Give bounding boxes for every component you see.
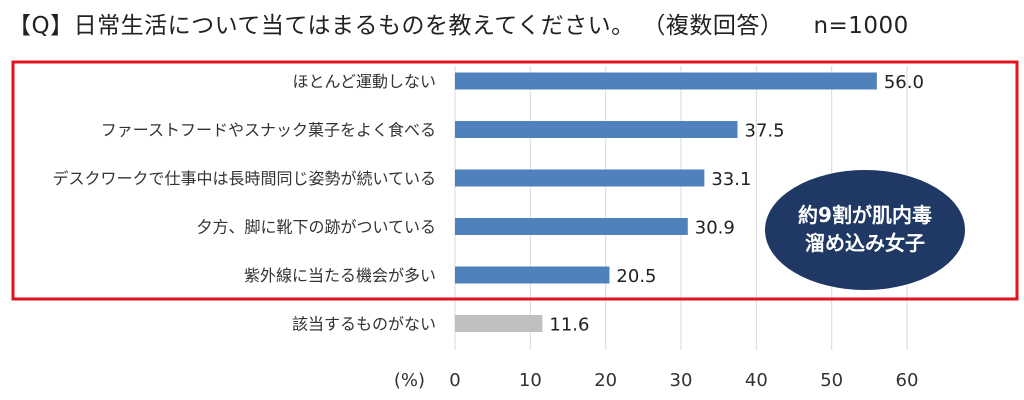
bar	[455, 72, 877, 90]
highlight-frame	[11, 60, 1019, 301]
callout-ellipse	[765, 170, 965, 290]
category-label: ファーストフードやスナック菓子をよく食べる	[101, 121, 436, 140]
category-label: デスクワークで仕事中は長時間同じ姿勢が続いている	[52, 169, 436, 188]
callout-line1: 約9割が肌内毒	[798, 203, 932, 227]
callout-line2: 溜め込み女子	[805, 231, 925, 255]
category-label: 夕方、脚に靴下の跡がついている	[196, 218, 436, 237]
x-tick-label: 0	[449, 370, 460, 391]
chart-title: 【Q】日常生活について当てはまるものを教えてください。 （複数回答） n=1000	[8, 6, 909, 40]
bar	[455, 121, 738, 138]
bar	[455, 169, 705, 187]
data-label: 11.6	[549, 315, 589, 336]
category-label: 紫外線に当たる機会が多い	[244, 266, 436, 285]
category-label: ほとんど運動しない	[292, 72, 436, 91]
data-label: 30.9	[695, 218, 735, 239]
data-label: 37.5	[745, 121, 785, 142]
data-label: 33.1	[711, 169, 751, 190]
x-tick-label: 60	[896, 370, 919, 391]
bar	[455, 315, 543, 332]
category-label: 該当するものがない	[292, 315, 436, 334]
x-tick-label: 20	[594, 370, 617, 391]
question-text: 【Q】日常生活について当てはまるものを教えてください。 （複数回答）	[8, 13, 784, 39]
x-tick-label: 10	[519, 370, 542, 391]
x-axis-unit: (%)	[394, 370, 425, 391]
data-label: 56.0	[884, 72, 924, 93]
x-tick-label: 50	[820, 370, 843, 391]
x-tick-label: 30	[670, 370, 693, 391]
data-label: 20.5	[616, 266, 656, 287]
bar	[455, 218, 688, 235]
sample-size: n=1000	[813, 13, 909, 39]
x-tick-label: 40	[745, 370, 768, 391]
bar	[455, 266, 610, 284]
